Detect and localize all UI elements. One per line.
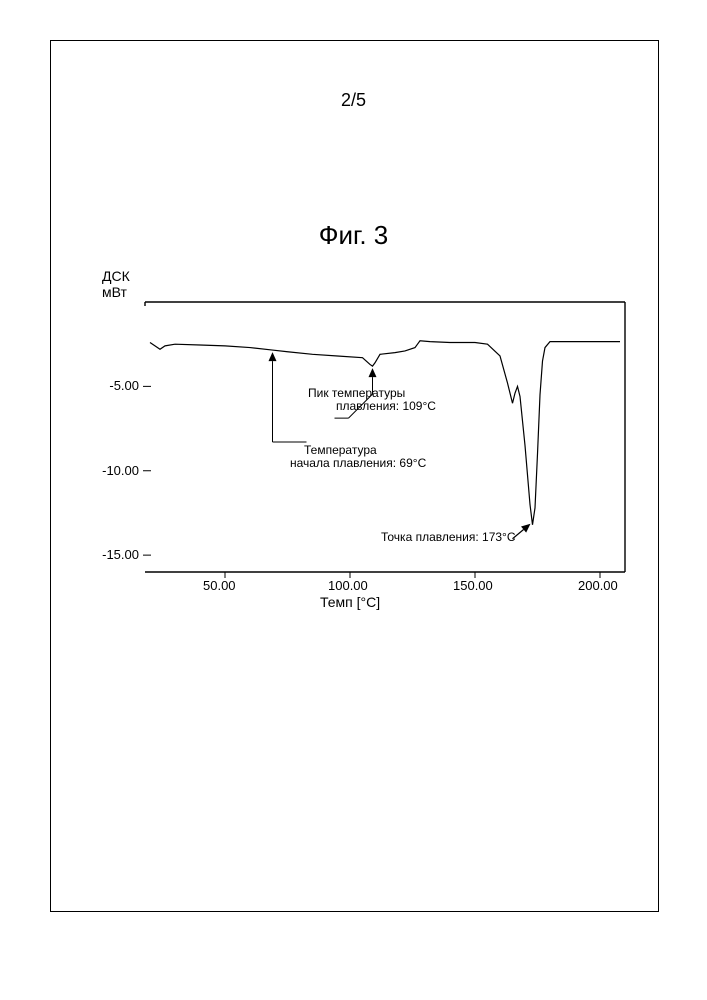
x-tick-label: 150.00 [453, 578, 493, 593]
annotation-onset-temp-l2: начала плавления: 69°C [290, 457, 426, 470]
axis-ticks [143, 386, 600, 578]
x-axis-label: Темп [°C] [320, 594, 380, 610]
page-number: 2/5 [0, 90, 707, 111]
annotation-peak-temp-l2: плавления: 109°C [308, 400, 436, 413]
page: 2/5 Фиг. 3 ДСК мВт -5.00-10.00-15.00 50.… [0, 0, 707, 1000]
dsc-chart: ДСК мВт -5.00-10.00-15.00 50.00100.00150… [105, 272, 635, 612]
annotation-melting-point: Точка плавления: 173°C [381, 531, 516, 544]
figure-title: Фиг. 3 [0, 220, 707, 251]
y-tick-label: -15.00 [89, 547, 139, 562]
y-tick-label: -5.00 [89, 378, 139, 393]
plot-svg [105, 272, 635, 612]
y-tick-label: -10.00 [89, 463, 139, 478]
x-tick-label: 100.00 [328, 578, 368, 593]
annotation-onset-temp: Температура начала плавления: 69°C [290, 444, 426, 470]
dsc-curve [150, 341, 620, 525]
x-tick-label: 200.00 [578, 578, 618, 593]
annotation-peak-temp: Пик температуры плавления: 109°C [308, 387, 436, 413]
x-tick-label: 50.00 [203, 578, 236, 593]
